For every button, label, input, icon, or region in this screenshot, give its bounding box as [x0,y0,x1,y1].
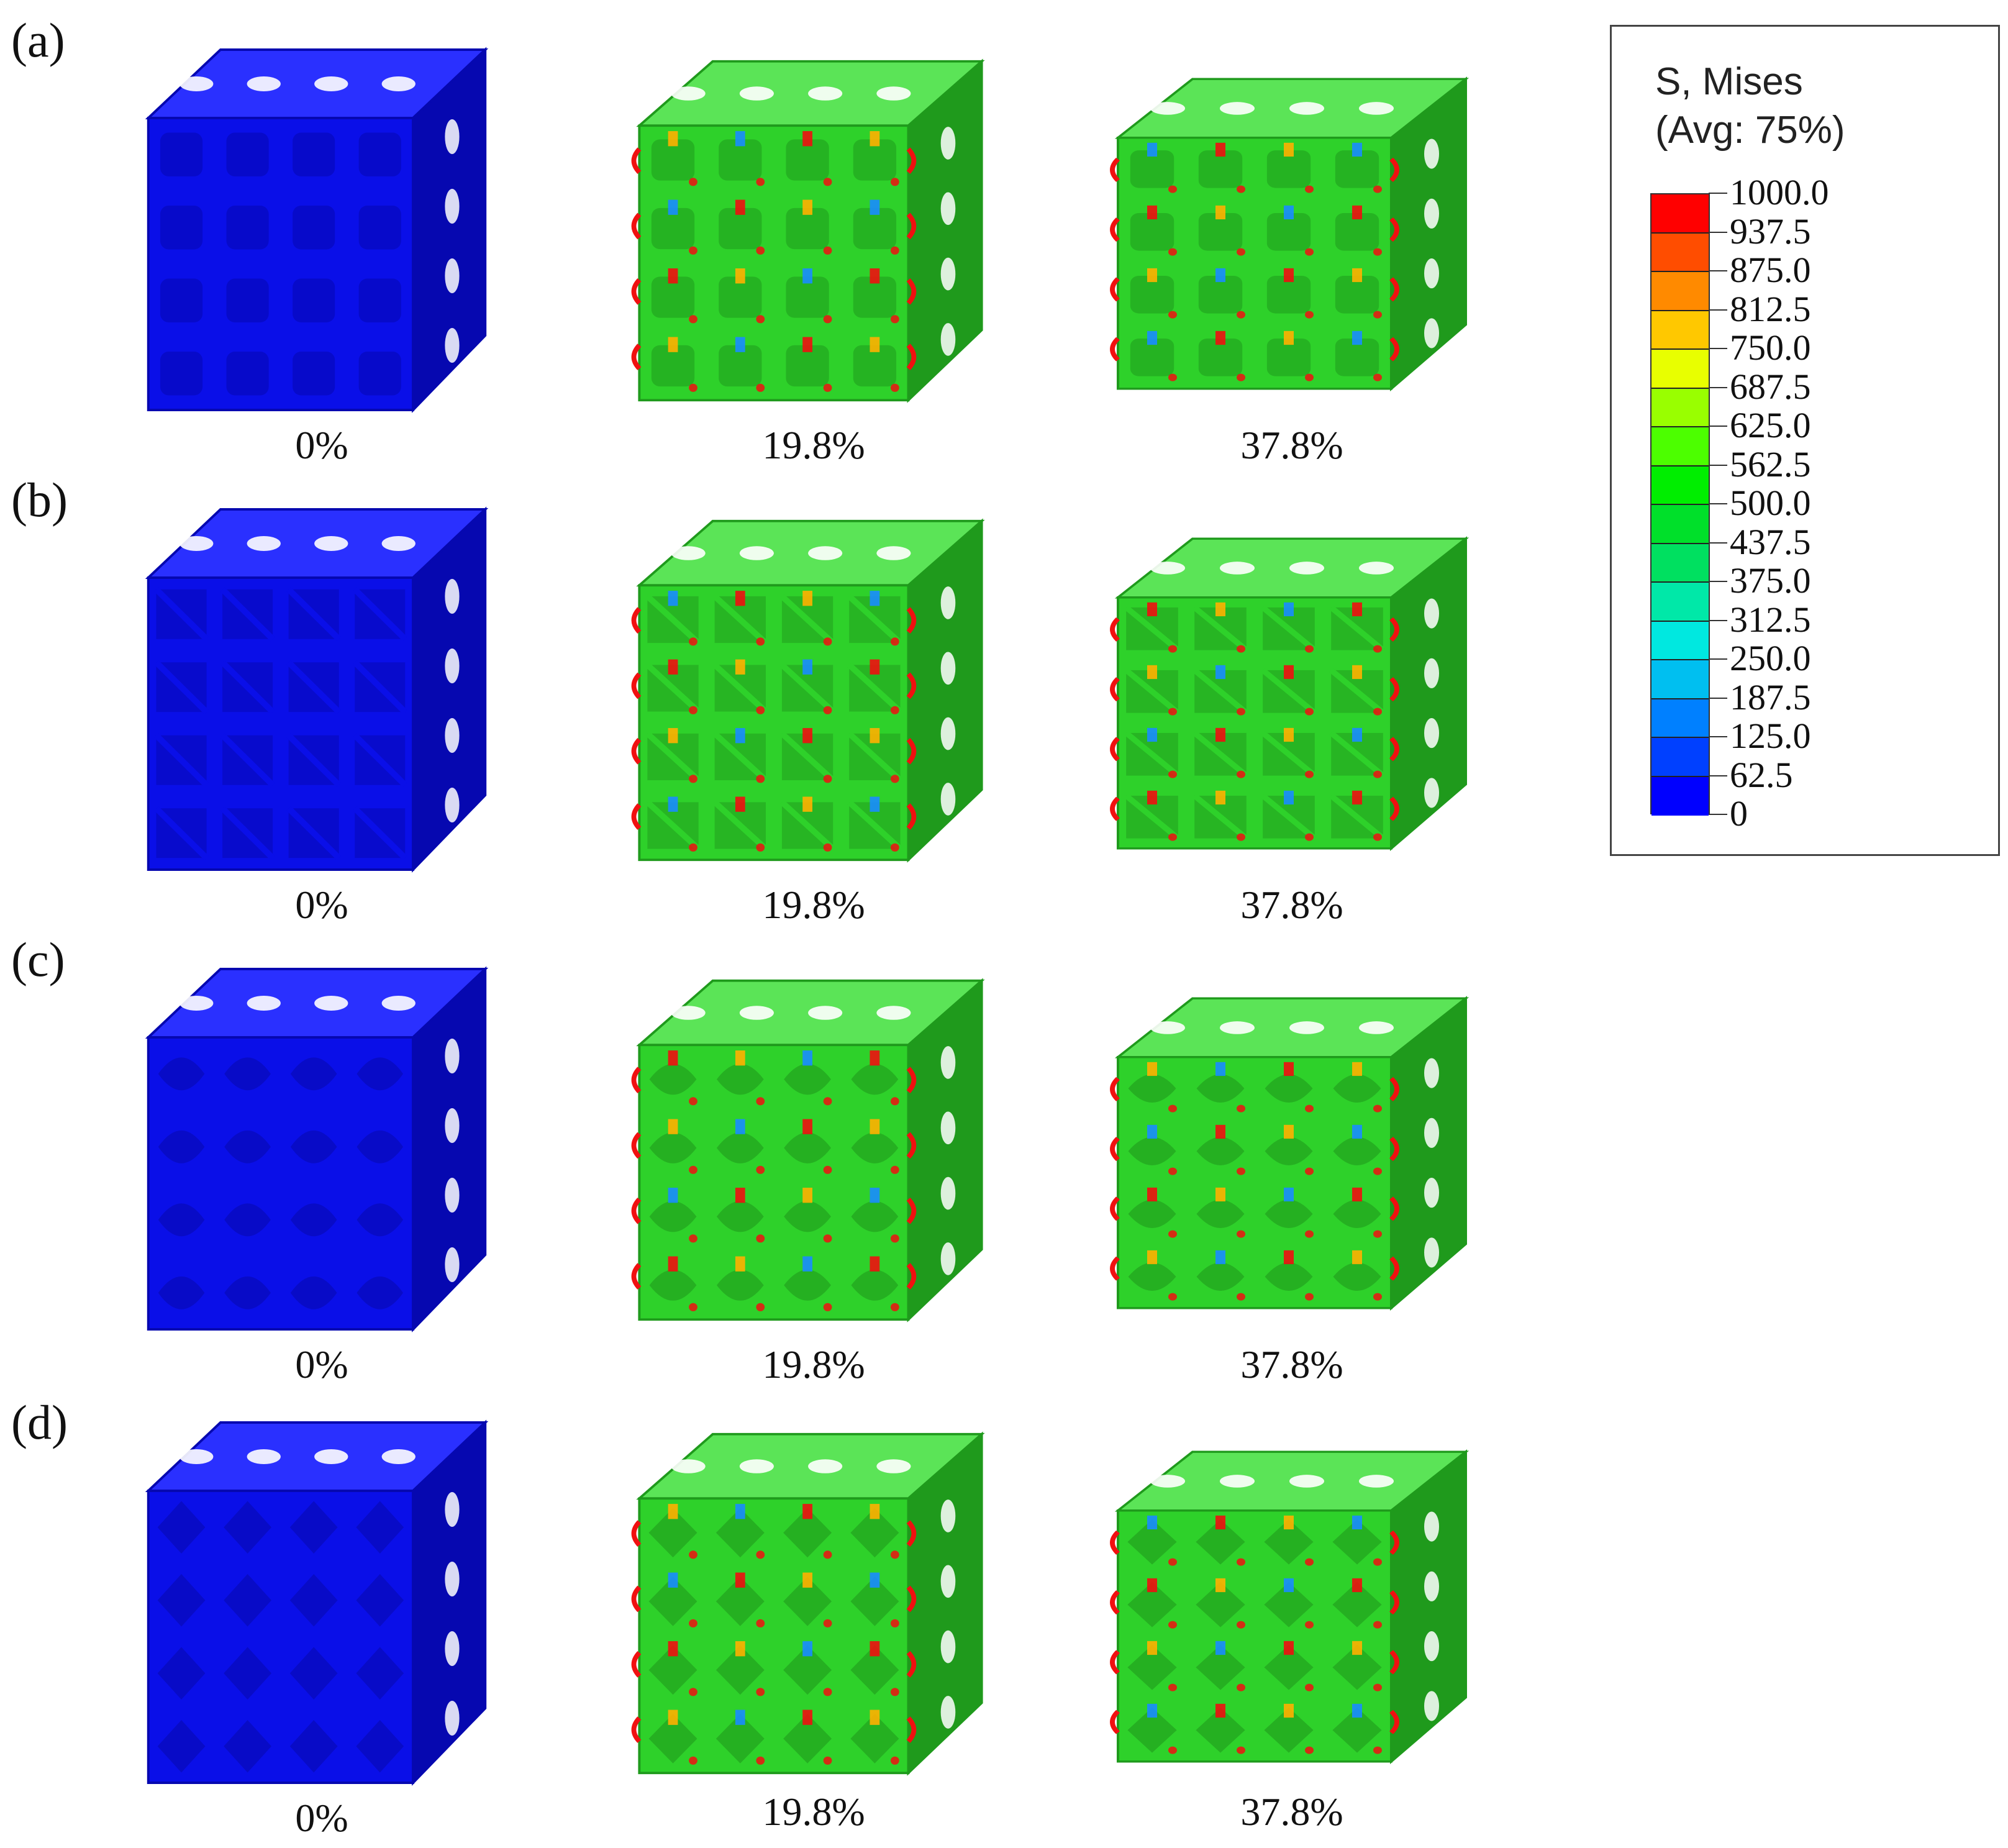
lattice-d-strain-1 [615,1422,1006,1785]
row-label-d: (d) [11,1395,68,1449]
legend-value: 437.5 [1730,521,1811,562]
lattice-d-strain-2 [1093,1441,1491,1772]
legend-tick [1709,775,1727,776]
legend-value: 875.0 [1730,250,1811,290]
legend-band [1651,311,1709,350]
legend-tick [1709,542,1727,544]
lattice-c-strain-1 [615,969,1006,1331]
strain-label-b-1: 19.8% [762,883,865,927]
legend-band [1651,233,1709,272]
lattice-b-strain-0 [124,497,509,882]
legend-tick [1709,464,1727,466]
strain-label-c-0: 0% [295,1342,348,1386]
lattice-structure-icon [145,506,489,873]
strain-label-d-1: 19.8% [762,1790,865,1834]
legend-value: 750.0 [1730,327,1811,368]
legend-band [1651,583,1709,622]
legend-value: 250.0 [1730,638,1811,678]
legend-tick [1709,697,1727,699]
legend-band [1651,660,1709,699]
lattice-structure-icon [145,1419,489,1786]
strain-label-d-0: 0% [295,1796,348,1840]
legend-value: 625.0 [1730,405,1811,445]
legend-tick [1709,386,1727,388]
lattice-structure-icon [631,58,985,403]
legend-band [1651,388,1709,427]
strain-label-a-0: 0% [295,423,348,467]
legend-band [1651,621,1709,660]
lattice-a-strain-1 [615,50,1006,412]
legend-band [1651,505,1709,544]
strain-label-b-2: 37.8% [1240,883,1343,927]
lattice-b-strain-2 [1093,528,1491,859]
strain-label-a-2: 37.8% [1240,423,1343,467]
legend-band [1651,272,1709,311]
legend-value: 1000.0 [1730,172,1829,212]
legend-band [1651,350,1709,389]
legend-band [1651,699,1709,738]
legend-value: 0 [1730,793,1748,834]
legend-tick [1709,348,1727,349]
legend-tick [1709,426,1727,427]
lattice-structure-icon [1110,76,1470,391]
legend-tick [1709,581,1727,582]
strain-label-c-2: 37.8% [1240,1342,1343,1386]
lattice-c-strain-2 [1093,988,1491,1319]
legend-tick [1709,658,1727,660]
lattice-structure-icon [631,978,985,1322]
lattice-structure-icon [631,518,985,863]
legend-tick [1709,193,1727,194]
legend-value: 562.5 [1730,444,1811,485]
strain-label-d-2: 37.8% [1240,1790,1343,1834]
legend-title: S, Mises (Avg: 75%) [1655,58,1845,154]
legend-value: 125.0 [1730,716,1811,756]
legend-tick [1709,619,1727,621]
lattice-structure-icon [145,47,489,413]
lattice-c-strain-0 [124,957,509,1342]
legend-band [1651,738,1709,777]
legend-title-line1: S, Mises [1655,60,1803,103]
legend-band [1651,776,1709,816]
row-label-b: (b) [11,473,68,527]
legend-value: 312.5 [1730,599,1811,640]
lattice-structure-icon [1110,996,1470,1311]
legend-value: 187.5 [1730,676,1811,717]
legend-value: 687.5 [1730,366,1811,407]
lattice-d-strain-0 [124,1410,509,1795]
lattice-structure-icon [1110,1449,1470,1764]
legend-value: 937.5 [1730,211,1811,252]
legend-value: 812.5 [1730,288,1811,329]
lattice-structure-icon [1110,536,1470,851]
legend-tick [1709,814,1727,815]
legend-colorbar [1650,193,1710,816]
lattice-a-strain-0 [124,37,509,422]
legend-band [1651,194,1709,234]
strain-label-b-0: 0% [295,883,348,927]
row-label-a: (a) [11,13,65,67]
legend-value: 375.0 [1730,560,1811,601]
legend-band [1651,544,1709,583]
legend-tick [1709,309,1727,311]
strain-label-a-1: 19.8% [762,423,865,467]
legend-tick [1709,270,1727,271]
legend-title-line2: (Avg: 75%) [1655,108,1845,152]
stress-legend: S, Mises (Avg: 75%) 1000.0 937.5 875.0 812.… [1610,25,2000,856]
legend-value: 62.5 [1730,754,1793,795]
lattice-a-strain-2 [1093,68,1491,399]
legend-value: 500.0 [1730,483,1811,523]
lattice-structure-icon [631,1431,985,1776]
legend-band [1651,427,1709,467]
strain-label-c-1: 19.8% [762,1342,865,1386]
row-label-c: (c) [11,932,65,986]
lattice-b-strain-1 [615,509,1006,872]
lattice-structure-icon [145,966,489,1332]
legend-tick [1709,736,1727,737]
legend-tick [1709,231,1727,233]
legend-tick [1709,503,1727,504]
legend-band [1651,466,1709,505]
